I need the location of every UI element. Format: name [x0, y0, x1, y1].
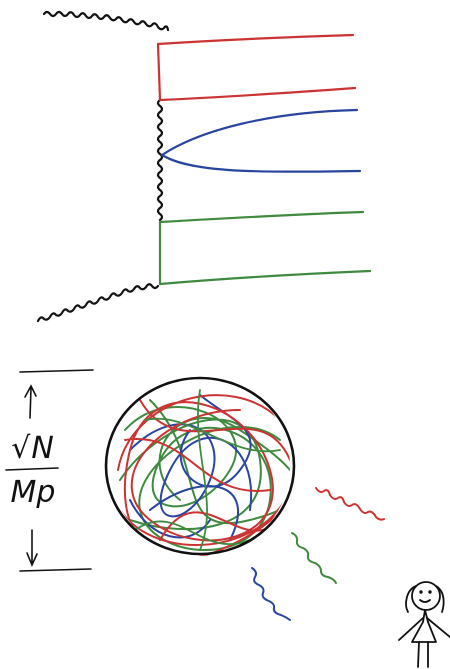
legs-icon [417, 641, 429, 668]
red-upper-line [156, 33, 355, 46]
black-hole-outline [104, 376, 296, 556]
right-eye-icon [428, 590, 432, 594]
blue-lower-line [160, 153, 362, 173]
incoming-wavy-line [42, 10, 170, 32]
blue-scribble [129, 394, 253, 541]
green-lower-line [158, 269, 372, 286]
head-icon [411, 581, 441, 611]
stick-figure-observer [398, 581, 450, 668]
smile-icon [419, 599, 431, 603]
green-scribble-2 [134, 389, 281, 551]
green-scribble [119, 399, 290, 551]
up-arrow-icon [24, 384, 37, 419]
down-arrow-icon [26, 529, 38, 568]
red-radiation-wave [315, 487, 385, 521]
outgoing-wavy-line [36, 283, 160, 323]
black-hole [104, 376, 296, 556]
top-bound-line [19, 369, 94, 373]
fraction-bar [5, 467, 59, 471]
species-diagram [36, 10, 372, 323]
size-indicator [5, 369, 94, 572]
red-vertical-line [156, 42, 162, 102]
green-radiation-wave [291, 532, 337, 584]
red-scribble [114, 394, 290, 556]
red-lower-line [158, 86, 357, 102]
arms-icon [398, 617, 450, 641]
scale-formula: √N Mp [0, 425, 66, 525]
vertical-wavy-line [156, 98, 164, 222]
scrambled-strings [114, 389, 290, 556]
bottom-bound-line [19, 568, 92, 572]
formula-numerator: √N [11, 431, 55, 466]
left-eye-icon [419, 590, 423, 594]
formula-denominator: Mp [10, 475, 56, 510]
body-icon [411, 609, 437, 643]
blue-upper-line [160, 108, 359, 157]
green-upper-line [158, 210, 365, 224]
radiation [251, 487, 385, 621]
blue-radiation-wave [251, 567, 291, 621]
